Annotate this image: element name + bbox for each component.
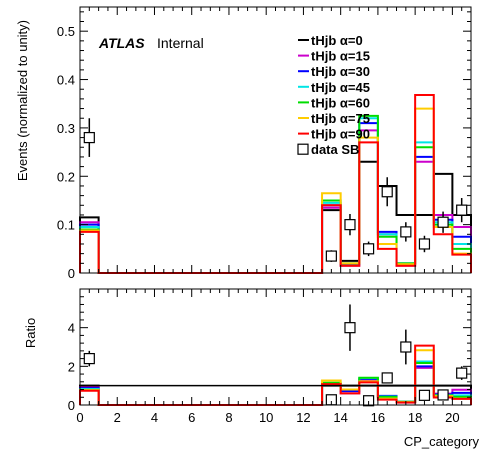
main-y-tick-label: 0.4 [57,73,75,88]
ratio-data-point-4 [381,372,393,384]
main-data-marker [400,226,412,238]
ratio-data-marker [437,389,449,401]
main-data-point-5 [400,222,412,242]
main-y-tick-label: 0.3 [57,121,75,136]
atlas-label: ATLAS [98,35,145,51]
legend-entry-4: tHjb α=60 [298,95,370,110]
ratio-x-tick-label: 16 [371,410,385,425]
legend-label: tHjb α=30 [311,64,370,79]
ratio-plot-panel: 0 2 4 6 8 10 12 14 16 18 20 0 2 4 Ratio [23,288,472,425]
main-series-line-5 [79,107,472,274]
legend-entry-6: tHjb α=90 [298,127,370,142]
main-data-marker [437,216,449,228]
ratio-frame [79,288,472,406]
main-data-marker [325,250,337,262]
ratio-series-line-6 [79,344,472,406]
ratio-data-marker [381,372,393,384]
ratio-x-tick-label: 10 [259,410,273,425]
ratio-x-tick-label: 14 [333,410,347,425]
main-y-tick-label: 0 [68,266,75,281]
ratio-series-line-5 [79,349,472,406]
main-y-tick-label: 0.2 [57,169,75,184]
legend-entry-5: tHjb α=75 [298,111,370,126]
main-plot-series [79,94,472,274]
legend-label: tHjb α=15 [311,49,370,64]
main-series-line-6 [79,94,472,274]
legend-label: tHjb α=60 [311,95,370,110]
legend-entry-2: tHjb α=30 [298,64,370,79]
main-data-point-1 [325,250,337,262]
x-axis-label: CP_category [404,434,480,449]
main-y-tick-label: 0.1 [57,218,75,233]
ratio-data-marker [456,367,468,379]
main-series-line-3 [79,117,472,274]
ratio-x-tick-label: 12 [296,410,310,425]
ratio-x-tick-label: 2 [114,410,121,425]
main-series-line-4 [79,114,472,274]
main-data-point-7 [437,211,449,233]
ratio-data-marker [400,341,412,353]
main-data-marker [83,131,95,144]
ratio-data-marker [418,389,431,401]
ratio-x-tick-label: 4 [151,410,158,425]
legend-entry-3: tHjb α=45 [298,80,370,95]
main-plot-axes: 0 0.1 0.2 0.3 0.4 0.5 [57,6,472,281]
main-data-point-0 [83,118,95,157]
ratio-x-tick-label: 6 [188,410,195,425]
ratio-x-tick-label: 18 [408,410,422,425]
ratio-x-tick-label: 0 [76,410,83,425]
legend-label: data SB [311,142,359,157]
main-data-point-3 [362,241,375,257]
ratio-plot-data-points [83,304,468,407]
ratio-y-tick-label: 2 [68,359,75,374]
atlas-status-label: Internal [157,35,204,51]
ratio-y-tick-label: 4 [68,321,75,336]
main-data-marker [418,238,431,250]
main-series-line-2 [79,122,472,274]
ratio-x-tick-label: 20 [445,410,459,425]
main-data-marker [344,219,356,231]
ratio-series-line-4 [79,362,472,406]
main-plot-ylabel: Events (normalized to unity) [15,20,30,181]
legend-entry-0: tHjb α=0 [298,33,363,48]
ratio-data-point-7 [437,389,449,401]
legend-label: tHjb α=0 [311,33,363,48]
legend-entry-1: tHjb α=15 [298,49,370,64]
main-data-marker [381,186,393,198]
ratio-plot-ylabel: Ratio [23,318,38,348]
legend-entry-data: data SB [297,142,359,157]
legend-swatch [297,143,309,155]
main-data-marker [362,243,375,255]
main-y-tick-label: 0.5 [57,24,75,39]
main-data-point-2 [344,213,356,236]
ratio-series-line-3 [79,360,472,406]
main-data-point-6 [418,235,431,253]
ratio-data-marker [362,395,375,407]
ratio-x-tick-label: 8 [225,410,232,425]
ratio-data-point-5 [400,329,412,365]
ratio-data-marker [344,322,356,334]
ratio-data-point-0 [83,350,95,367]
main-data-point-4 [381,177,393,207]
ratio-data-point-6 [418,389,431,401]
main-data-marker [456,204,468,216]
legend-label: tHjb α=45 [311,80,370,95]
legend-label: tHjb α=90 [311,127,370,142]
ratio-data-point-8 [456,366,468,380]
ratio-plot-series [79,344,472,406]
main-plot-data-points [83,118,468,262]
main-plot-panel: 0 0.1 0.2 0.3 0.4 0.5 Events (normalized to u… [15,6,472,281]
main-series-line-1 [79,129,472,274]
ratio-data-marker [83,353,95,365]
ratio-data-point-2 [344,304,356,351]
main-series-line-0 [79,160,472,274]
ratio-plot-axes: 0 2 4 6 8 10 12 14 16 18 20 0 2 4 [68,288,472,425]
main-data-point-8 [456,198,468,223]
ratio-y-tick-label: 0 [68,398,75,413]
legend-label: tHjb α=75 [311,111,370,126]
